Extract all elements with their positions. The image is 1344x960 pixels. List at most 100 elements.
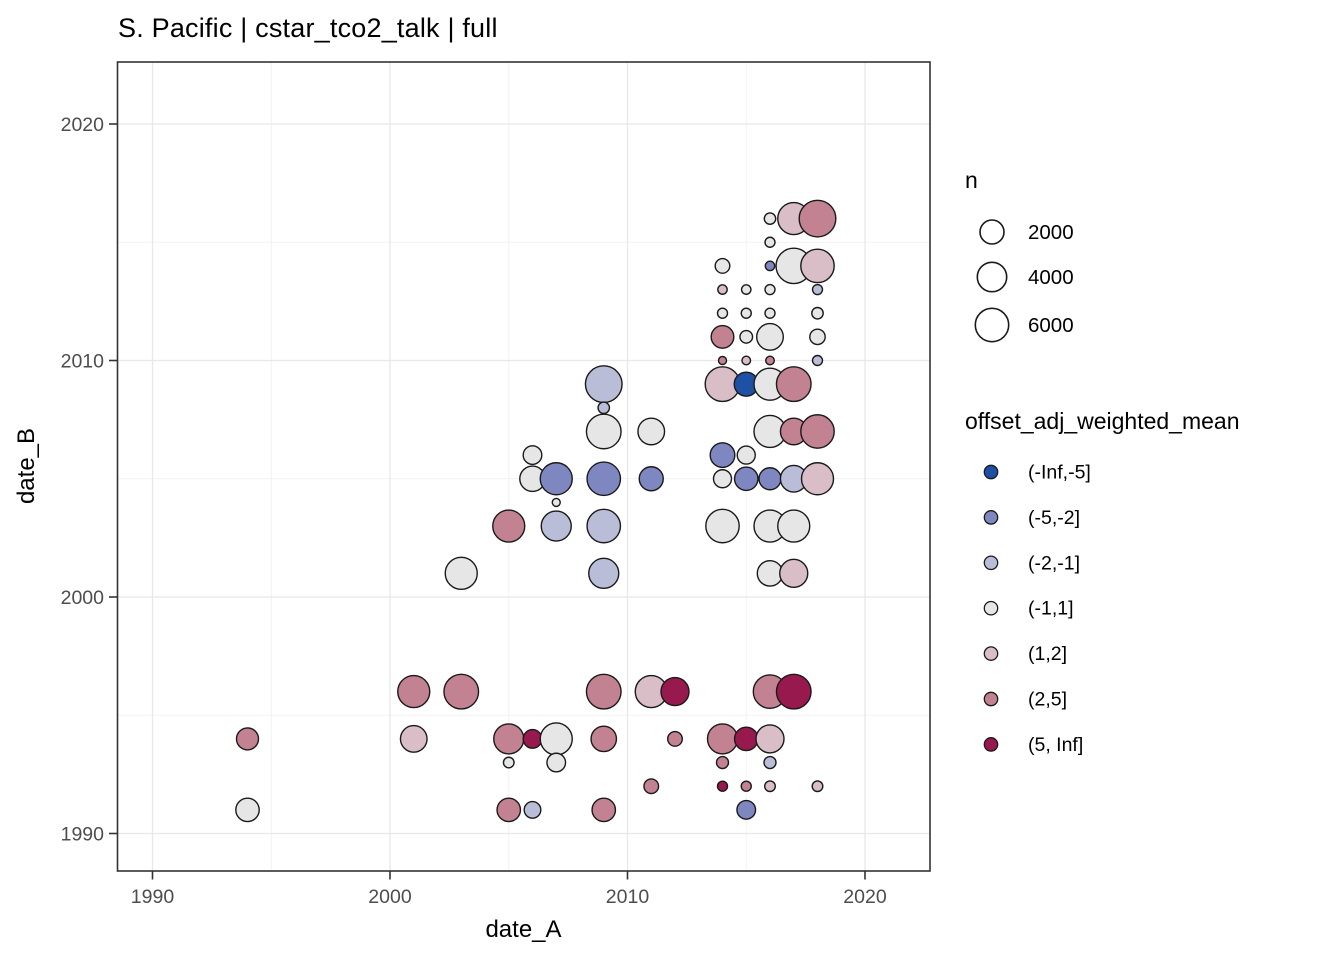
data-point (235, 727, 260, 751)
data-point (733, 726, 759, 752)
data-point (523, 800, 542, 819)
color-legend-label: (1,2] (1028, 643, 1067, 665)
color-legend-swatch (983, 737, 999, 752)
data-point (551, 497, 561, 508)
data-point (779, 558, 809, 589)
data-point (733, 466, 759, 492)
data-point (800, 248, 835, 284)
data-point (502, 756, 515, 769)
data-point (539, 462, 573, 496)
data-point (540, 510, 572, 542)
data-point (443, 673, 480, 710)
size-legend-label: 2000 (1028, 221, 1074, 244)
data-point (763, 755, 777, 770)
color-legend-label: (5, Inf] (1028, 734, 1083, 756)
data-point (741, 355, 752, 366)
data-point (522, 445, 543, 466)
data-point (667, 730, 684, 747)
data-point (764, 283, 776, 296)
data-point (493, 723, 525, 755)
y-tick-label: 2010 (61, 351, 105, 373)
data-point (777, 509, 811, 543)
data-point (756, 322, 785, 351)
data-point (643, 778, 660, 795)
color-legend-title: offset_adj_weighted_mean (965, 408, 1240, 434)
data-point (740, 780, 752, 792)
color-legend-label: (-2,-1] (1028, 552, 1080, 574)
data-point (660, 676, 690, 707)
data-point (638, 466, 664, 492)
data-point (715, 755, 730, 770)
data-point (591, 797, 617, 823)
y-axis-title: date_B (13, 427, 40, 505)
color-legend-swatch (983, 646, 999, 661)
color-legend-swatch (983, 555, 999, 571)
data-point (235, 797, 260, 823)
data-point (709, 442, 736, 469)
data-point (492, 509, 526, 543)
data-point (765, 355, 776, 366)
data-point (586, 508, 622, 544)
data-point (399, 724, 428, 753)
data-point (740, 307, 752, 319)
plot-title: S. Pacific | cstar_tco2_talk | full (118, 13, 498, 43)
data-point (588, 557, 620, 590)
data-point (764, 780, 777, 793)
size-legend-circle (979, 219, 1005, 245)
color-legend-label: (-1,1] (1028, 598, 1074, 620)
x-tick-label: 2000 (368, 886, 412, 908)
size-legend-circle (976, 261, 1008, 293)
data-point (739, 329, 754, 344)
x-tick-label: 1990 (131, 886, 175, 908)
data-point (736, 445, 756, 465)
data-point (637, 417, 666, 446)
data-point (546, 752, 567, 773)
data-point (586, 461, 622, 497)
data-point (755, 724, 785, 754)
data-point (717, 284, 728, 295)
data-point (585, 413, 622, 450)
color-legend-label: (2,5] (1028, 689, 1067, 711)
data-point (496, 797, 522, 823)
size-legend-label: 6000 (1028, 314, 1074, 337)
data-point (756, 559, 784, 587)
color-legend-swatch (983, 600, 999, 616)
data-point (775, 366, 812, 403)
data-point (798, 199, 837, 238)
color-legend-label: (-5,-2] (1028, 507, 1080, 529)
data-point (809, 328, 826, 346)
data-point (764, 236, 776, 248)
data-point (585, 673, 622, 710)
data-point (706, 723, 739, 755)
data-point (811, 283, 824, 296)
data-point (811, 780, 824, 793)
data-point (775, 673, 812, 710)
data-point (584, 365, 623, 404)
data-point (740, 284, 752, 295)
data-point (764, 307, 776, 319)
data-point (597, 401, 611, 415)
color-legend-label: (-Inf,-5] (1028, 462, 1091, 484)
data-point (705, 508, 740, 544)
data-point (397, 674, 431, 709)
data-point (736, 799, 757, 820)
data-point (763, 212, 777, 226)
y-tick-label: 1990 (61, 824, 105, 846)
data-point (716, 780, 729, 792)
data-point (444, 556, 478, 591)
size-legend-title: n (965, 167, 978, 193)
data-point (811, 354, 824, 367)
y-tick-label: 2020 (61, 114, 105, 136)
data-point (800, 462, 835, 496)
x-tick-label: 2020 (843, 886, 887, 908)
data-point (716, 307, 729, 319)
y-tick-label: 2000 (61, 587, 105, 609)
data-point (539, 722, 573, 756)
color-legend-swatch (983, 691, 999, 707)
data-point (717, 355, 728, 366)
data-point (758, 467, 782, 491)
size-legend-label: 4000 (1028, 266, 1074, 289)
data-point (522, 728, 543, 749)
